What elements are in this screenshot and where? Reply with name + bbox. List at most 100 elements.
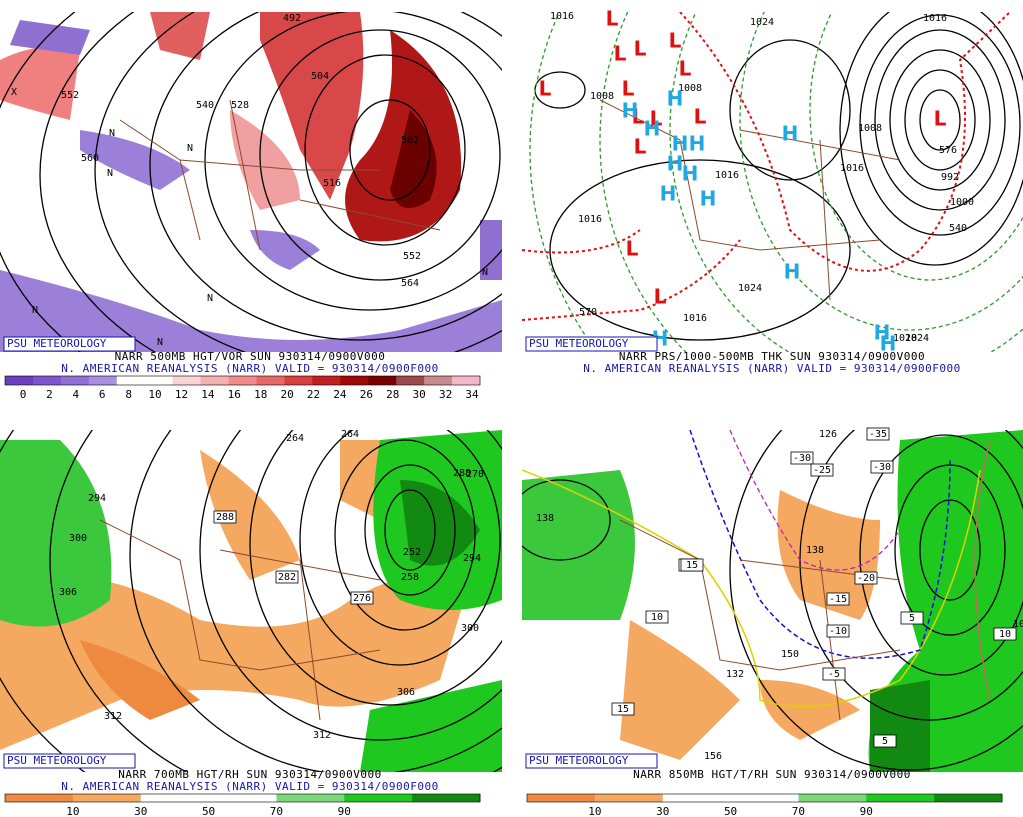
badge-box: [3, 753, 136, 769]
contour-label: N: [482, 267, 488, 278]
contour-label: 306: [59, 587, 77, 598]
colorbar-segment: [5, 794, 74, 802]
colorbar-label: 30: [656, 805, 669, 817]
title-line-1: NARR 500MB HGT/VOR SUN 930314/0900V000: [115, 350, 386, 363]
pressure-center: L: [650, 107, 663, 131]
pressure-center: L: [694, 105, 707, 129]
contour-label: 502: [401, 135, 419, 146]
contour-label: 552: [403, 251, 421, 262]
colorbar-label: 90: [338, 805, 351, 817]
contour-label: 15: [686, 560, 698, 571]
contour-label: 552: [61, 90, 79, 101]
contour-label: 1028: [893, 333, 917, 344]
contour-label: -20: [857, 573, 875, 584]
colorbar-segment: [798, 794, 867, 802]
colorbar-label: 50: [202, 805, 215, 817]
contour-label: 264: [341, 429, 359, 440]
contour-label: 1016: [683, 313, 707, 324]
colorbar-segment: [228, 376, 257, 385]
colorbar-segment: [284, 376, 313, 385]
colorbar-segment: [340, 376, 369, 385]
colorbar-segment: [172, 376, 202, 385]
pressure-center: L: [614, 42, 627, 66]
colorbar-label: 34: [465, 388, 479, 401]
title-line-2: N. AMERICAN REANALYSIS (NARR) VALID = 93…: [61, 362, 439, 375]
contour-label: N: [32, 305, 38, 316]
label-box: [993, 627, 1017, 641]
pressure-center: H: [784, 260, 801, 284]
pressure-center: L: [669, 29, 682, 53]
colorbar-label: 10: [148, 388, 161, 401]
colorbar-segment: [730, 794, 799, 802]
colorbar-label: 12: [175, 388, 188, 401]
contour-label: 264: [286, 433, 304, 444]
contour-label: -30: [873, 462, 891, 473]
pressure-center: L: [934, 107, 947, 131]
title-line-2: N. AMERICAN REANALYSIS (NARR) VALID = 93…: [583, 362, 961, 375]
title-line-1: NARR 850MB HGT/T/RH SUN 930314/0900V000: [633, 768, 911, 781]
colorbar-segment: [208, 794, 277, 802]
colorbar-frame: [4, 375, 481, 386]
contour-label: 560: [81, 153, 99, 164]
colorbar-label: 32: [439, 388, 452, 401]
pressure-center: L: [632, 105, 645, 129]
colorbar-label: 70: [792, 805, 805, 817]
contour-label: 564: [401, 278, 419, 289]
contour-label: 312: [104, 711, 122, 722]
contour-label: 1024: [905, 333, 929, 344]
contour-label: 1016: [550, 11, 574, 22]
contour-label: 10: [651, 612, 663, 623]
colorbar-segment: [116, 376, 146, 385]
colorbar-label: 50: [724, 805, 737, 817]
label-box: [854, 571, 878, 585]
contour-label: 138: [536, 513, 554, 524]
contour-label: 1008: [590, 91, 614, 102]
colorbar-segment: [412, 794, 481, 802]
colorbar-segment: [344, 794, 413, 802]
colorbar-segment: [312, 376, 341, 385]
pressure-center: H: [672, 132, 689, 156]
contour-label: N: [207, 293, 213, 304]
contour-label: 570: [579, 307, 597, 318]
colorbar-segment: [934, 794, 1003, 802]
contour-label: 504: [311, 71, 329, 82]
contour-label: N: [107, 168, 113, 179]
colorbar-label: 22: [307, 388, 320, 401]
colorbar-label: 26: [360, 388, 373, 401]
contour-label: 258: [401, 572, 419, 583]
title-line-1: NARR 700MB HGT/RH SUN 930314/0900V000: [118, 768, 382, 781]
pressure-center: H: [700, 187, 717, 211]
contour-label: -35: [869, 429, 887, 440]
title-line-1: NARR PRS/1000-500MB THK SUN 930314/0900V…: [619, 350, 925, 363]
label-box: [611, 702, 635, 716]
label-box: [900, 611, 924, 625]
label-box: [826, 592, 850, 606]
contour-label: 5: [909, 613, 915, 624]
colorbar-segment: [276, 794, 345, 802]
colorbar-label: 18: [254, 388, 267, 401]
pressure-center: L: [654, 285, 667, 309]
colorbar-label: 10: [66, 805, 79, 817]
contour-label: 1008: [858, 123, 882, 134]
contour-label: 1016: [715, 170, 739, 181]
contour-label: 1016: [578, 214, 602, 225]
contour-label: -15: [829, 594, 847, 605]
contour-label: 516: [323, 178, 341, 189]
contour-label: -5: [828, 669, 840, 680]
label-box: [213, 510, 237, 524]
contour-label: X: [11, 87, 17, 98]
colorbar-segment: [368, 376, 397, 385]
pressure-center: H: [682, 162, 699, 186]
label-box: [822, 667, 846, 681]
contour-label: 150: [781, 649, 799, 660]
colorbar-label: 2: [46, 388, 53, 401]
colorbar-segment: [594, 794, 664, 802]
contour-label: 282: [278, 572, 296, 583]
contour-label: 300: [69, 533, 87, 544]
contour-label: 992: [941, 172, 959, 183]
pressure-center: H: [782, 122, 799, 146]
contour-label: 10: [999, 629, 1011, 640]
colorbar-label: 6: [99, 388, 106, 401]
contour-label: N: [157, 337, 163, 348]
